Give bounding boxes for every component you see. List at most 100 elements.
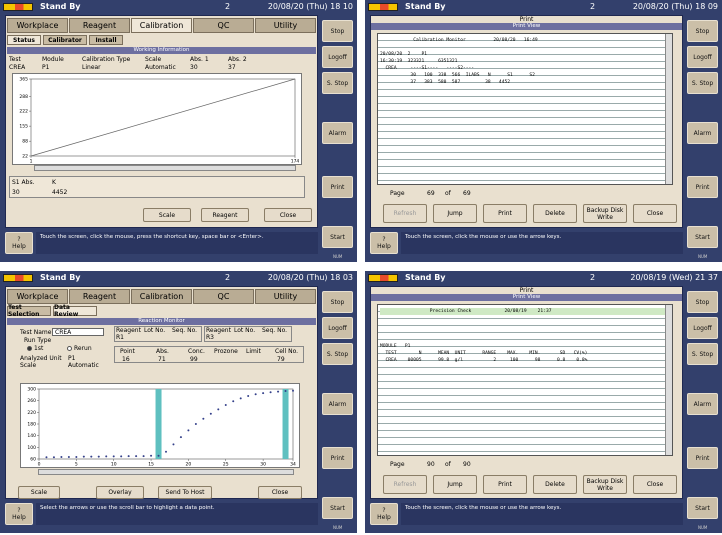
side-button[interactable]: Logoff xyxy=(322,46,353,68)
side-button[interactable]: Logoff xyxy=(687,46,718,68)
side-button[interactable]: Stop xyxy=(687,291,718,313)
data-point xyxy=(157,454,160,457)
radio-label: 1st xyxy=(34,345,44,352)
point-header: Limit xyxy=(246,348,261,355)
radio[interactable] xyxy=(67,346,72,351)
tab[interactable]: Workplace xyxy=(7,289,68,304)
tab[interactable]: Reagent xyxy=(69,18,130,33)
side-button[interactable]: Start xyxy=(687,226,718,248)
tab[interactable]: Reagent xyxy=(69,289,130,304)
subtab[interactable]: Status xyxy=(7,35,41,45)
tab[interactable]: Utility xyxy=(255,289,316,304)
data-point xyxy=(202,417,205,420)
chart: 60 100 140 180 220 260 300 0 5 10 15 20 25 30 34 xyxy=(20,383,300,468)
subtab[interactable]: Install xyxy=(89,35,123,45)
data-point xyxy=(105,455,108,458)
tab[interactable]: QC xyxy=(193,18,254,33)
data-point xyxy=(172,443,175,446)
num-indicator: NUM xyxy=(333,525,343,530)
help-button[interactable]: ? Help xyxy=(5,232,33,254)
side-button[interactable]: Alarm xyxy=(322,122,353,144)
document-line xyxy=(380,322,668,329)
document-line: 16:30:19 323321 6351321 xyxy=(380,59,458,64)
point-value: 99 xyxy=(190,356,198,363)
action-button[interactable]: Backup Disk Write xyxy=(583,204,627,223)
action-button[interactable]: Close xyxy=(258,486,302,499)
side-button[interactable]: Stop xyxy=(322,20,353,42)
side-button[interactable]: S. Stop xyxy=(687,72,718,94)
logo xyxy=(368,3,398,11)
action-button[interactable]: Print xyxy=(483,204,527,223)
message-bar: Touch the screen, click the mouse or use… xyxy=(401,503,683,525)
select[interactable]: CREA xyxy=(52,328,104,336)
action-button[interactable]: Backup Disk Write xyxy=(583,475,627,494)
help-icon: ? xyxy=(17,236,21,243)
message-bar: Touch the screen, click the mouse, press… xyxy=(36,232,318,254)
side-button[interactable]: Logoff xyxy=(687,317,718,339)
action-button[interactable]: Jump xyxy=(433,475,477,494)
side-button[interactable]: Start xyxy=(322,497,353,519)
document-line: Calibration Monitor 20/08/20 16:49 xyxy=(380,38,538,43)
logo xyxy=(3,3,33,11)
calibration-line xyxy=(30,78,296,157)
subtab[interactable]: Calibrator xyxy=(43,35,87,45)
action-button[interactable]: Scale xyxy=(18,486,60,499)
action-button[interactable]: Close xyxy=(264,208,312,222)
document-line: TEST N MEAN UNIT RANGE MAX. MIN. SD CV(%… xyxy=(380,351,588,356)
help-label: Help xyxy=(12,514,26,521)
side-button[interactable]: Logoff xyxy=(322,317,353,339)
x-tick-label: 1 xyxy=(30,159,33,165)
side-button[interactable]: S. Stop xyxy=(322,72,353,94)
side-button[interactable]: Alarm xyxy=(322,393,353,415)
data-point xyxy=(224,404,227,407)
help-button[interactable]: ? Help xyxy=(370,232,398,254)
tab[interactable]: Calibration xyxy=(131,289,192,304)
side-button[interactable]: Print xyxy=(322,176,353,198)
side-button[interactable]: Stop xyxy=(687,20,718,42)
data-point xyxy=(82,455,85,458)
side-button[interactable]: S. Stop xyxy=(322,343,353,365)
page-number: 69 xyxy=(427,190,435,197)
side-button[interactable]: Start xyxy=(322,226,353,248)
point-value: 16 xyxy=(122,356,130,363)
reagent-header: Seq. No. xyxy=(262,327,288,334)
action-button[interactable]: Print xyxy=(483,475,527,494)
help-button[interactable]: ? Help xyxy=(5,503,33,525)
tab[interactable]: QC xyxy=(193,289,254,304)
action-button[interactable]: Reagent xyxy=(201,208,249,222)
subtab[interactable]: Test Selection xyxy=(7,304,51,318)
tab[interactable]: Calibration xyxy=(131,18,192,33)
side-button[interactable]: Print xyxy=(687,447,718,469)
x-tick-label: 20 xyxy=(186,462,192,468)
action-button[interactable]: Close xyxy=(633,475,677,494)
data-point xyxy=(187,429,190,432)
print-view-bar: Print View xyxy=(371,23,682,30)
reagent-header: Reagent xyxy=(116,327,141,334)
print-title: Print xyxy=(519,287,534,294)
radio[interactable] xyxy=(27,346,32,351)
point-value: 79 xyxy=(277,356,285,363)
action-button[interactable]: Overlay xyxy=(96,486,144,499)
subtab[interactable]: Data Review xyxy=(53,304,97,318)
action-button[interactable]: Delete xyxy=(533,204,577,223)
side-button[interactable]: Print xyxy=(322,447,353,469)
x-tick-label: 15 xyxy=(148,462,154,468)
action-button[interactable]: Scale xyxy=(143,208,191,222)
action-button[interactable]: Jump xyxy=(433,204,477,223)
action-button[interactable]: Close xyxy=(633,204,677,223)
side-button[interactable]: Stop xyxy=(322,291,353,313)
side-button[interactable]: Start xyxy=(687,497,718,519)
help-button[interactable]: ? Help xyxy=(370,503,398,525)
help-label: Help xyxy=(377,243,391,250)
side-button[interactable]: S. Stop xyxy=(687,343,718,365)
side-button[interactable]: Print xyxy=(687,176,718,198)
action-button[interactable]: Delete xyxy=(533,475,577,494)
tab[interactable]: Workplace xyxy=(7,18,68,33)
of-label: of xyxy=(445,461,451,468)
action-button[interactable]: Send To Host xyxy=(158,486,212,499)
num-indicator: NUM xyxy=(333,254,343,259)
data-point xyxy=(209,412,212,415)
side-button[interactable]: Alarm xyxy=(687,122,718,144)
tab[interactable]: Utility xyxy=(255,18,316,33)
side-button[interactable]: Alarm xyxy=(687,393,718,415)
